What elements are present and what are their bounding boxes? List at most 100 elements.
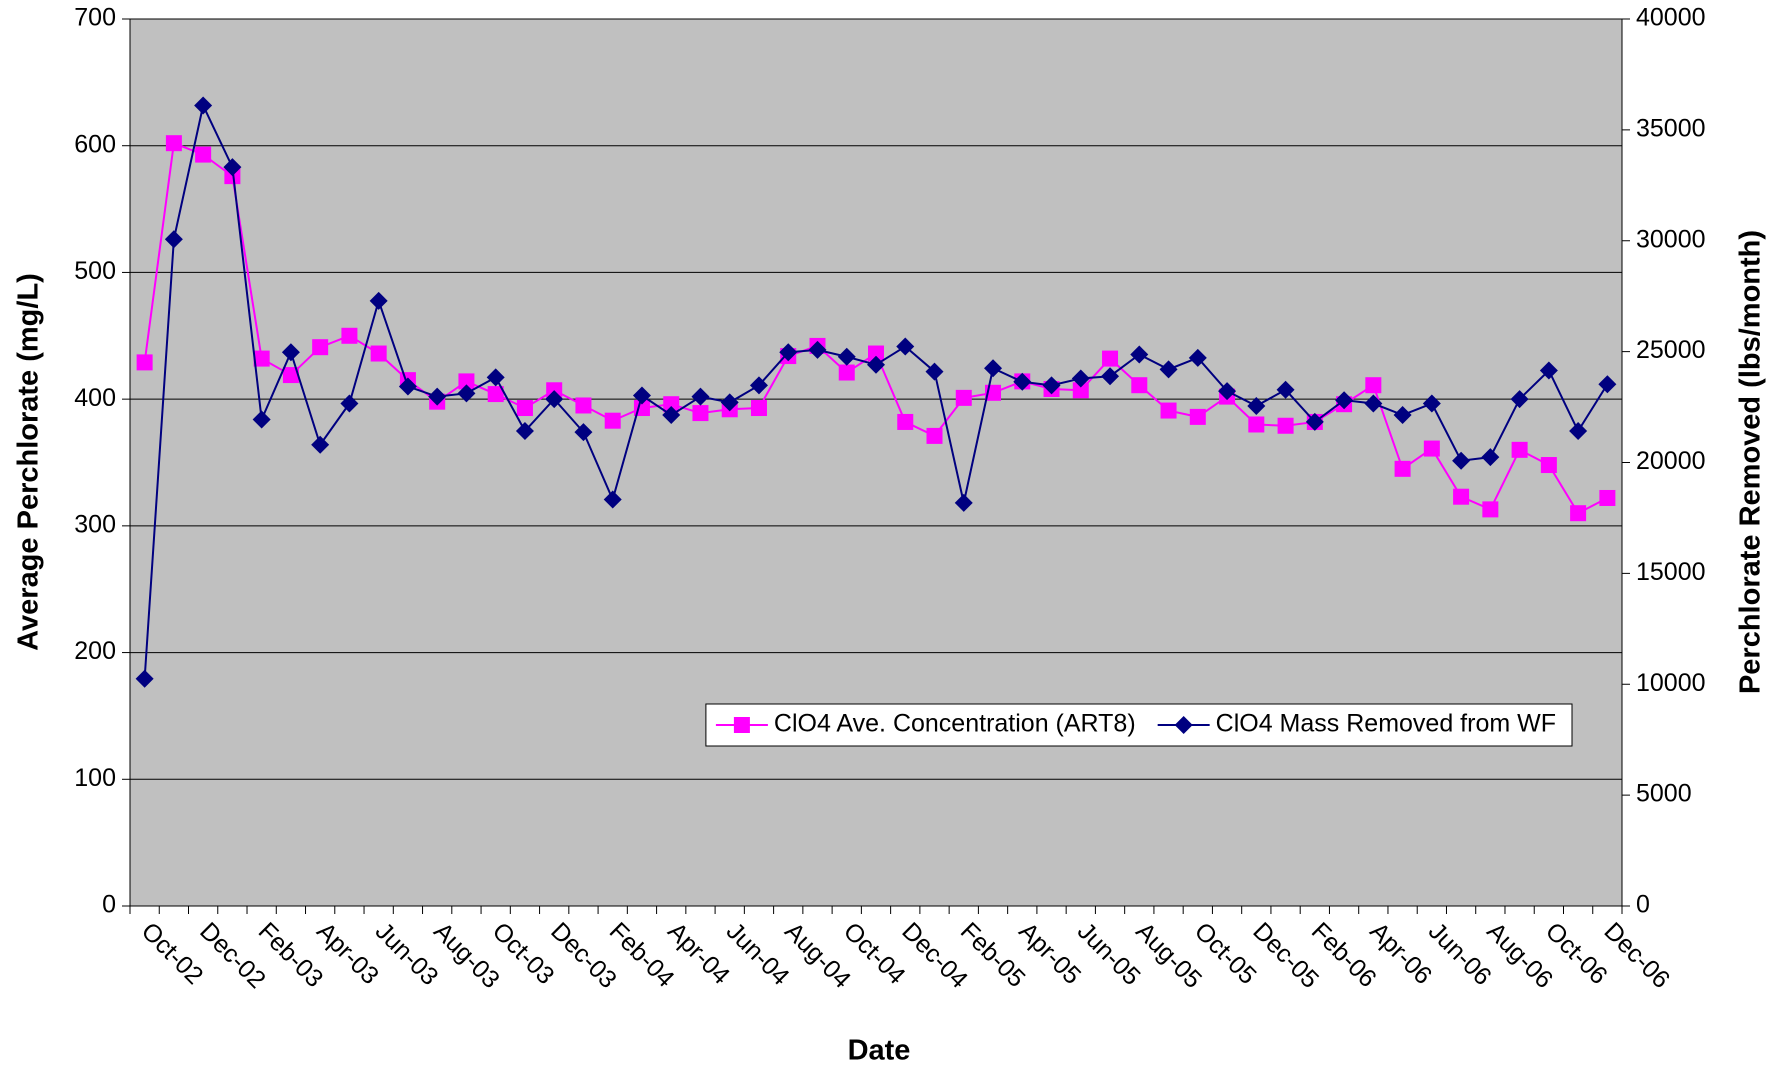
x-tick-label: Aug-04 [779,917,856,994]
x-tick-label: Feb-06 [1306,917,1382,993]
x-tick-label: Feb-03 [253,917,329,993]
marker [1423,440,1440,457]
marker [574,423,593,442]
marker [1570,505,1587,522]
marker [1481,448,1500,467]
marker [1482,501,1499,518]
marker [692,405,709,422]
x-tick-label: Jun-03 [370,917,444,991]
y-tick-label: 600 [74,130,116,158]
marker [954,493,973,512]
marker [867,355,885,374]
marker [135,669,154,688]
y2-tick-label: 0 [1636,891,1650,919]
y-tick-label: 500 [74,257,116,285]
marker [868,345,884,362]
marker [194,96,213,115]
marker [603,490,622,509]
y2-tick-label: 25000 [1636,336,1706,364]
marker [340,394,359,413]
y2-tick-label: 30000 [1636,225,1706,253]
marker [896,337,915,356]
marker [1248,416,1265,433]
y-tick-label: 700 [74,4,116,32]
marker [749,376,768,395]
marker [779,343,798,362]
marker [312,339,329,356]
marker [281,343,300,362]
marker [837,347,856,366]
marker [1539,361,1558,380]
marker [136,354,153,371]
marker [1189,408,1206,425]
marker [1071,369,1090,388]
x-tick-label: Jun-04 [721,917,795,991]
marker [1072,382,1089,399]
y-tick-label: 100 [74,764,116,792]
marker [1540,457,1557,474]
x-tick-label: Jun-06 [1423,917,1497,991]
marker [486,368,505,387]
marker [838,364,855,381]
y2-tick-label: 40000 [1636,4,1706,32]
marker [487,386,504,403]
marker [369,291,388,310]
marker [808,340,827,359]
legend-marker [1174,716,1193,734]
marker [750,400,767,417]
x-tick-label: Aug-03 [428,917,505,994]
marker [984,359,1003,378]
legend: ClO4 Ave. Concentration (ART8) ClO4 Mass … [705,703,1573,747]
marker [1277,417,1294,434]
plot-area [129,18,1623,907]
marker [1569,422,1588,441]
x-tick-label: Dec-04 [896,917,973,994]
x-tick-label: Oct-02 [136,917,209,990]
marker [428,387,447,406]
marker [1511,441,1528,458]
x-tick-label: Dec-03 [545,917,622,994]
marker [1130,345,1149,364]
marker [1453,488,1470,505]
marker [1013,372,1032,391]
x-tick-label: Feb-05 [955,917,1031,993]
marker [165,135,182,152]
marker [341,327,358,344]
marker [1393,406,1412,425]
marker [691,387,710,406]
x-tick-label: Jun-05 [1072,917,1146,991]
y2-axis-title: Perchlorate Removed (lbs/month) [1735,230,1767,694]
marker [1131,377,1148,394]
marker [1102,350,1119,367]
marker [720,393,739,412]
legend-label: ClO4 Mass Removed from WF [1216,710,1556,738]
marker [515,422,534,441]
marker [1599,489,1616,506]
marker [1452,451,1471,470]
marker [1305,412,1324,431]
y-tick-label: 200 [74,637,116,665]
marker [1364,394,1383,413]
marker [955,389,972,406]
x-tick-label: Feb-04 [604,917,680,993]
marker [398,377,417,396]
marker [370,345,387,362]
marker [311,435,330,454]
marker [1394,460,1411,477]
marker [253,350,270,367]
marker [925,362,944,381]
marker [1335,391,1354,410]
marker [1101,367,1120,386]
x-tick-label: Dec-05 [1247,917,1324,994]
x-tick-label: Aug-05 [1130,917,1207,994]
y2-tick-label: 10000 [1636,669,1706,697]
y2-tick-label: 20000 [1636,447,1706,475]
marker [632,386,651,405]
marker [662,406,681,425]
marker [1510,390,1529,409]
marker [282,367,299,384]
marker [1159,360,1178,379]
marker [1276,380,1295,399]
x-tick-label: Aug-06 [1481,917,1558,994]
